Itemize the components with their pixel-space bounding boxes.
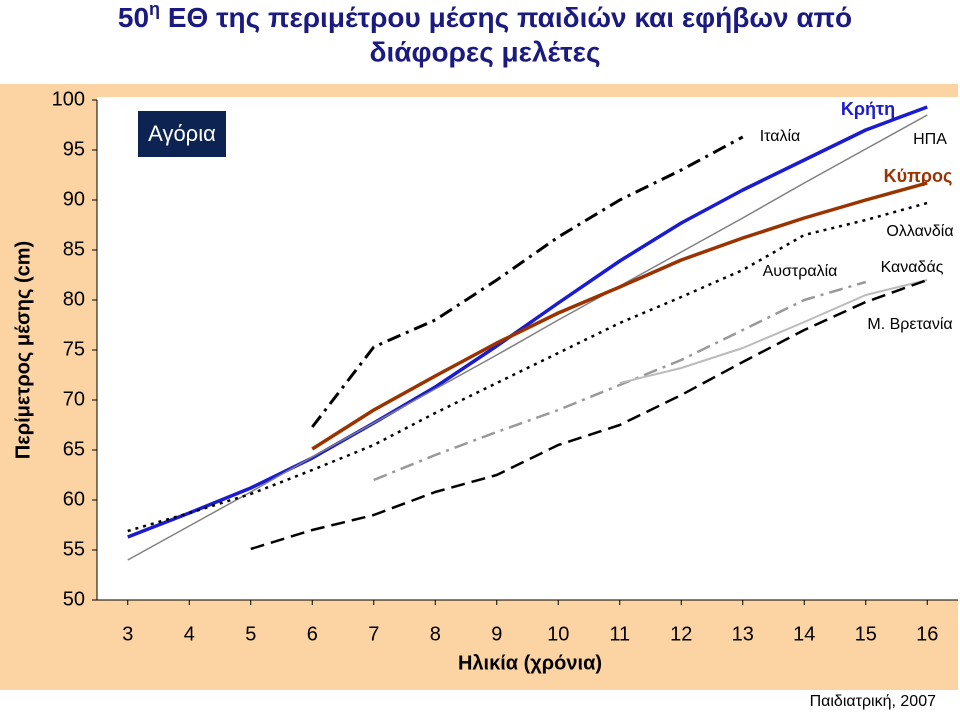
panel-box [138,111,226,157]
x-tick-label: 10 [547,623,569,645]
y-tick-label: 70 [63,388,85,410]
plot-area [97,97,958,600]
series-line [311,181,928,451]
x-tick-label: 16 [916,623,938,645]
y-tick-label: 95 [63,138,85,160]
x-tick-label: 12 [670,623,692,645]
series-line [311,135,744,428]
y-tick-label: 60 [63,488,85,510]
source-note: Παιδιατρική, 2007 [810,693,937,710]
x-tick-label: 13 [732,623,754,645]
series-line [619,279,928,384]
series-line [127,201,928,533]
x-tick-label: 4 [184,623,195,645]
series-label: Ολλανδία [886,223,953,240]
chart-title: διάφορες μελέτες [369,36,600,67]
x-tick-label: 3 [122,623,133,645]
x-tick-label: 14 [793,623,815,645]
series-line [250,278,928,551]
y-tick-label: 50 [63,588,85,610]
x-tick-label: 5 [245,623,256,645]
x-tick-label: 11 [609,623,630,645]
x-tick-label: 7 [368,623,379,645]
series-label: Κύπρος [884,166,953,186]
x-tick-label: 8 [430,623,441,645]
x-tick-label: 6 [307,623,318,645]
series-label: Καναδάς [881,259,944,276]
x-axis-label: Ηλικία (χρόνια) [458,652,602,674]
series-line [373,280,867,482]
y-tick-label: 90 [63,188,85,210]
chart-title: 50η ΕΘ της περιμέτρου μέσης παιδιών και … [118,0,852,33]
y-tick-label: 55 [63,538,85,560]
series-label: Αυστραλία [763,263,838,280]
y-tick-label: 65 [63,438,85,460]
y-tick-label: 80 [63,288,85,310]
y-axis-label: Περίμετρος μέσης (cm) [12,241,34,459]
series-line [127,114,928,561]
y-tick-label: 100 [52,88,85,110]
x-tick-label: 15 [855,623,877,645]
series-label: Κρήτη [841,99,895,119]
y-tick-label: 85 [63,238,85,260]
series-label: ΗΠΑ [913,131,947,148]
panel-label: Αγόρια [148,121,216,146]
series-label: Ιταλία [760,128,801,145]
x-tick-label: 9 [491,623,502,645]
series-line [127,105,928,539]
y-tick-label: 75 [63,338,85,360]
series-label: Μ. Βρετανία [867,316,952,333]
